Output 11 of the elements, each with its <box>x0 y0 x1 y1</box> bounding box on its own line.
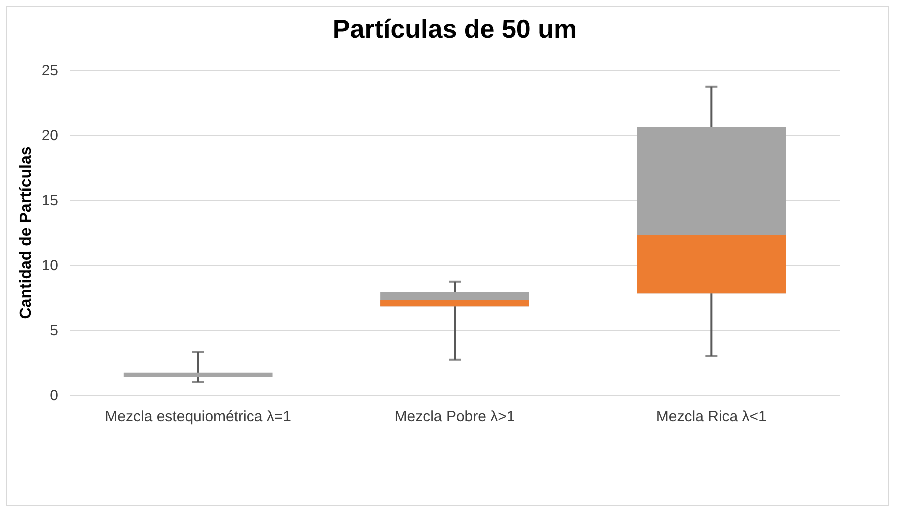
y-axis-title: Cantidad de Partículas <box>18 146 35 320</box>
y-tick-label: 25 <box>42 62 58 80</box>
chart-title: Partículas de 50 um <box>332 14 578 44</box>
y-tick-label: 5 <box>50 322 58 340</box>
y-tick-label: 10 <box>42 258 58 274</box>
x-tick-label: Mezcla Pobre λ>1 <box>394 408 516 426</box>
y-tick-label: 20 <box>42 128 58 144</box>
y-tick-label: 15 <box>42 192 58 210</box>
x-tick-label: Mezcla estequiométrica λ=1 <box>105 408 292 426</box>
y-tick-label: 0 <box>50 388 58 404</box>
x-tick-label: Mezcla Rica λ<1 <box>656 408 767 426</box>
